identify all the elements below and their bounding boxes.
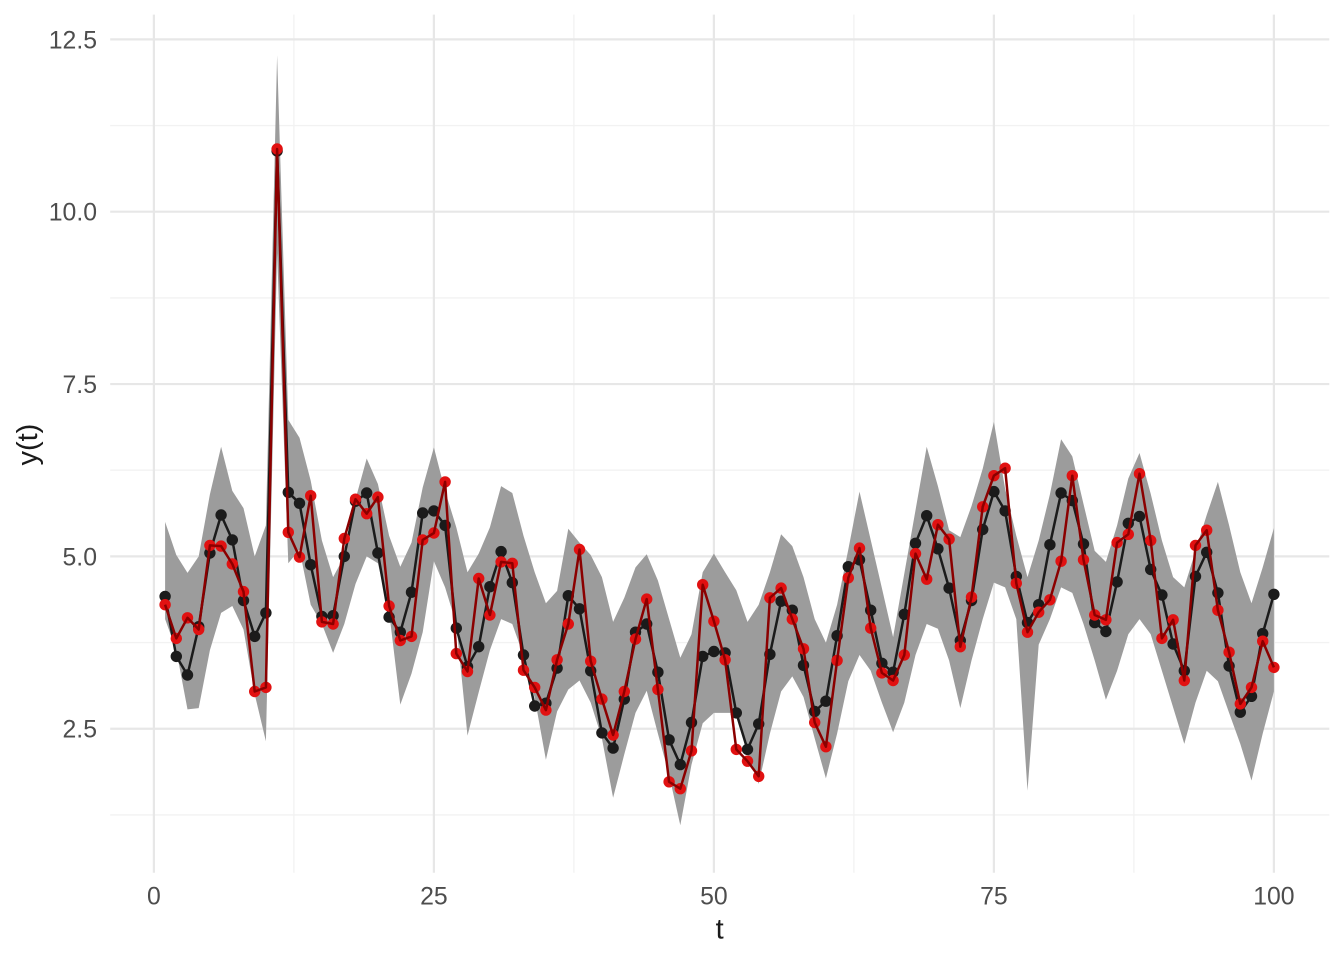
svg-text:10.0: 10.0 [49, 200, 97, 227]
svg-text:25: 25 [420, 884, 448, 911]
svg-text:100: 100 [1253, 884, 1294, 911]
svg-text:5.0: 5.0 [63, 544, 97, 571]
svg-text:0: 0 [147, 884, 161, 911]
svg-text:75: 75 [980, 884, 1008, 911]
svg-text:50: 50 [700, 884, 728, 911]
svg-text:t: t [716, 914, 724, 946]
svg-text:12.5: 12.5 [49, 27, 97, 54]
svg-text:y(t): y(t) [12, 424, 44, 466]
svg-text:7.5: 7.5 [63, 372, 97, 399]
svg-text:2.5: 2.5 [63, 717, 97, 744]
